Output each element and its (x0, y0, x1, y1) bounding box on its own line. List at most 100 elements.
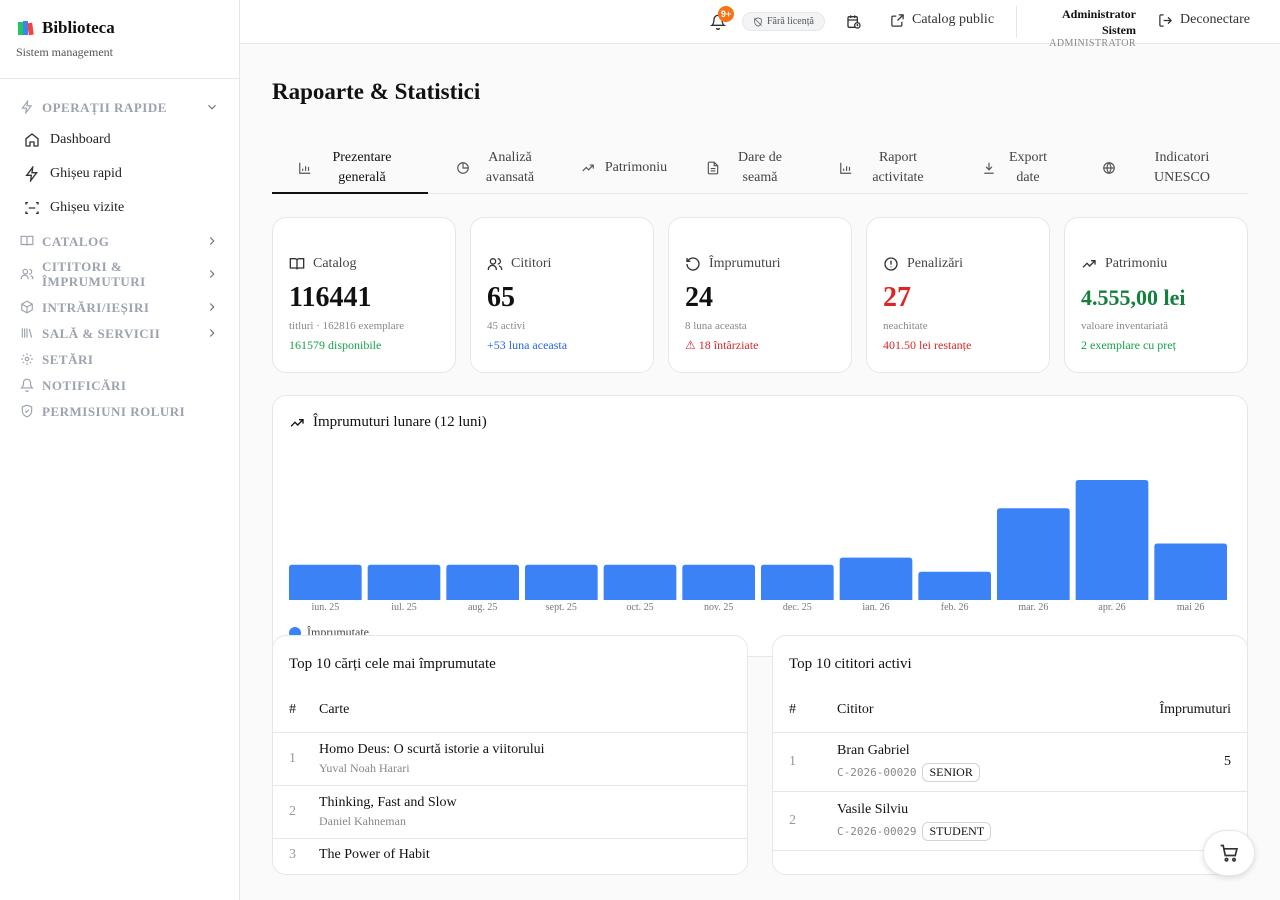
tab-dare-de-seama[interactable]: Dare de seamă (680, 142, 816, 193)
user-name: Administrator Sistem (1062, 7, 1136, 37)
brand-subtitle: Sistem management (16, 45, 113, 59)
chart-bar[interactable] (761, 564, 834, 600)
sidebar-section-notificari[interactable]: NOTIFICĂRI (0, 375, 239, 395)
chart-bar[interactable] (1075, 480, 1149, 600)
table-row[interactable]: 2 Vasile Silviu C-2026-00029 STUDENT (773, 792, 1247, 851)
alert-circle-icon (884, 257, 898, 271)
calendar-button[interactable] (846, 14, 862, 30)
tab-label: Analiză avansată (485, 149, 535, 185)
sidebar-item-dashboard[interactable]: Dashboard (0, 123, 239, 157)
stat-footnote: +53 luna aceasta (487, 338, 568, 352)
main-content: Rapoarte & Statistici Prezentare general… (272, 44, 1248, 657)
chart-bar[interactable] (446, 564, 519, 600)
rotate-icon (686, 257, 700, 271)
chart-bar[interactable] (997, 508, 1070, 600)
scan-icon (25, 202, 39, 214)
sidebar-section-intrari-iesiri[interactable]: INTRĂRI/IEȘIRI (0, 297, 239, 317)
warning-icon: ⚠ (685, 338, 696, 352)
trending-up-icon (1082, 260, 1096, 268)
users-icon (20, 268, 34, 280)
chart-bar[interactable] (1154, 543, 1227, 600)
shield-icon (21, 404, 33, 418)
users-icon (487, 258, 503, 270)
logout-icon (1159, 13, 1173, 27)
x-tick-label: nov. 25 (704, 602, 733, 613)
sidebar-nav: OPERAȚII RAPIDE Dashboard Ghișeu rapid G… (0, 79, 239, 421)
stat-card-catalog[interactable]: Catalog 116441 titluri · 162816 exemplar… (272, 217, 456, 373)
x-tick-label: mai 26 (1177, 602, 1205, 613)
tab-label: Prezentare generală (332, 149, 392, 185)
tab-indicatori-unesco[interactable]: Indicatori UNESCO (1076, 142, 1248, 193)
top-books-title: Top 10 cărți cele mai împrumutate (289, 656, 496, 672)
topbar: 9+ Fără licență Catalog public Administr… (240, 0, 1280, 49)
sidebar-section-operatii-rapide[interactable]: OPERAȚII RAPIDE (0, 97, 239, 117)
brand: Biblioteca Sistem management (0, 0, 239, 79)
sidebar-section-label: SALĂ & SERVICII (42, 325, 161, 341)
sidebar-section-cititori[interactable]: CITITORI & ÎMPRUMUTURI (0, 257, 239, 291)
stat-footnote: 401.50 lei restanțe (883, 338, 972, 352)
x-tick-label: mar. 26 (1018, 602, 1048, 613)
bar-chart-icon (840, 162, 852, 174)
sidebar-item-ghiseu-rapid[interactable]: Ghișeu rapid (0, 157, 239, 191)
globe-icon (1103, 161, 1115, 174)
chart-bar[interactable] (289, 564, 362, 600)
tab-export-date[interactable]: Export date (956, 142, 1076, 193)
sidebar-section-label: CATALOG (42, 233, 110, 249)
chart-bar[interactable] (603, 564, 677, 600)
sidebar-section-sala-servicii[interactable]: SALĂ & SERVICII (0, 323, 239, 343)
book-author: Yuval Noah Harari (319, 761, 410, 775)
chevron-right-icon (209, 303, 215, 311)
user-info: Administrator Sistem ADMINISTRATOR (1016, 6, 1136, 49)
stat-title: Penalizări (907, 256, 963, 271)
stat-card-imprumuturi[interactable]: Împrumuturi 24 8 luna aceasta ⚠ 18 întâr… (668, 217, 852, 373)
logout-button[interactable]: Deconectare (1158, 12, 1250, 28)
column-header-loans: Împrumuturi (1159, 702, 1231, 717)
tab-patrimoniu[interactable]: Patrimoniu (568, 142, 680, 193)
top-books-header: # Carte (273, 688, 747, 733)
chevron-right-icon (209, 329, 215, 337)
table-row[interactable]: 2 Thinking, Fast and Slow Daniel Kahnema… (273, 786, 747, 839)
calendar-clock-icon (847, 15, 861, 29)
chart-bar[interactable] (918, 571, 991, 600)
stat-title: Împrumuturi (709, 256, 781, 271)
stat-cards: Catalog 116441 titluri · 162816 exemplar… (272, 217, 1248, 373)
cart-button[interactable] (1203, 830, 1255, 876)
sidebar-item-ghiseu-vizite[interactable]: Ghișeu vizite (0, 191, 239, 225)
tab-raport-activitate[interactable]: Raport activitate (816, 142, 956, 193)
tab-prezentare-generala[interactable]: Prezentare generală (272, 142, 428, 194)
sidebar-section-catalog[interactable]: CATALOG (0, 231, 239, 251)
chart-title-text: Împrumuturi lunare (12 luni) (313, 414, 487, 430)
catalog-public-link[interactable]: Catalog public (890, 12, 994, 28)
library-icon (21, 328, 33, 338)
zap-icon (25, 166, 38, 182)
column-header-book: Carte (319, 702, 350, 717)
column-header-reader: Cititor (837, 702, 874, 717)
chart-bar[interactable] (682, 564, 755, 600)
sidebar-section-label: SETĂRI (42, 351, 94, 367)
sidebar-item-label: Ghișeu rapid (50, 166, 122, 181)
tab-analiza-avansata[interactable]: Analiză avansată (428, 142, 568, 193)
stat-card-cititori[interactable]: Cititori 65 45 activi +53 luna aceasta (470, 217, 654, 373)
table-row[interactable]: 1 Bran Gabriel C-2026-00020 SENIOR 5 (773, 733, 1247, 792)
sidebar-section-setari[interactable]: SETĂRI (0, 349, 239, 369)
x-tick-label: aug. 25 (468, 602, 497, 613)
sidebar-section-permisiuni[interactable]: PERMISIUNI ROLURI (0, 401, 239, 421)
reader-name: Bran Gabriel (837, 742, 910, 758)
chart-bar[interactable] (839, 557, 913, 600)
row-index: 1 (789, 754, 796, 769)
gear-icon (21, 353, 33, 365)
pie-chart-icon (457, 161, 469, 174)
stat-title: Catalog (313, 256, 357, 271)
stat-value: 27 (883, 282, 911, 313)
stat-card-penalizari[interactable]: Penalizări 27 neachitate 401.50 lei rest… (866, 217, 1050, 373)
notification-badge: 9+ (718, 6, 734, 22)
table-row[interactable]: 3 The Power of Habit (273, 839, 747, 874)
chart-bar[interactable] (525, 564, 598, 600)
stat-card-patrimoniu[interactable]: Patrimoniu 4.555,00 lei valoare inventar… (1064, 217, 1248, 373)
notifications-button[interactable]: 9+ (710, 6, 734, 30)
books-logo-icon (16, 18, 36, 38)
stat-title: Cititori (511, 256, 552, 271)
license-label: Fără licență (767, 16, 814, 27)
table-row[interactable]: 1 Homo Deus: O scurtă istorie a viitorul… (273, 733, 747, 786)
chart-bar[interactable] (367, 564, 441, 600)
